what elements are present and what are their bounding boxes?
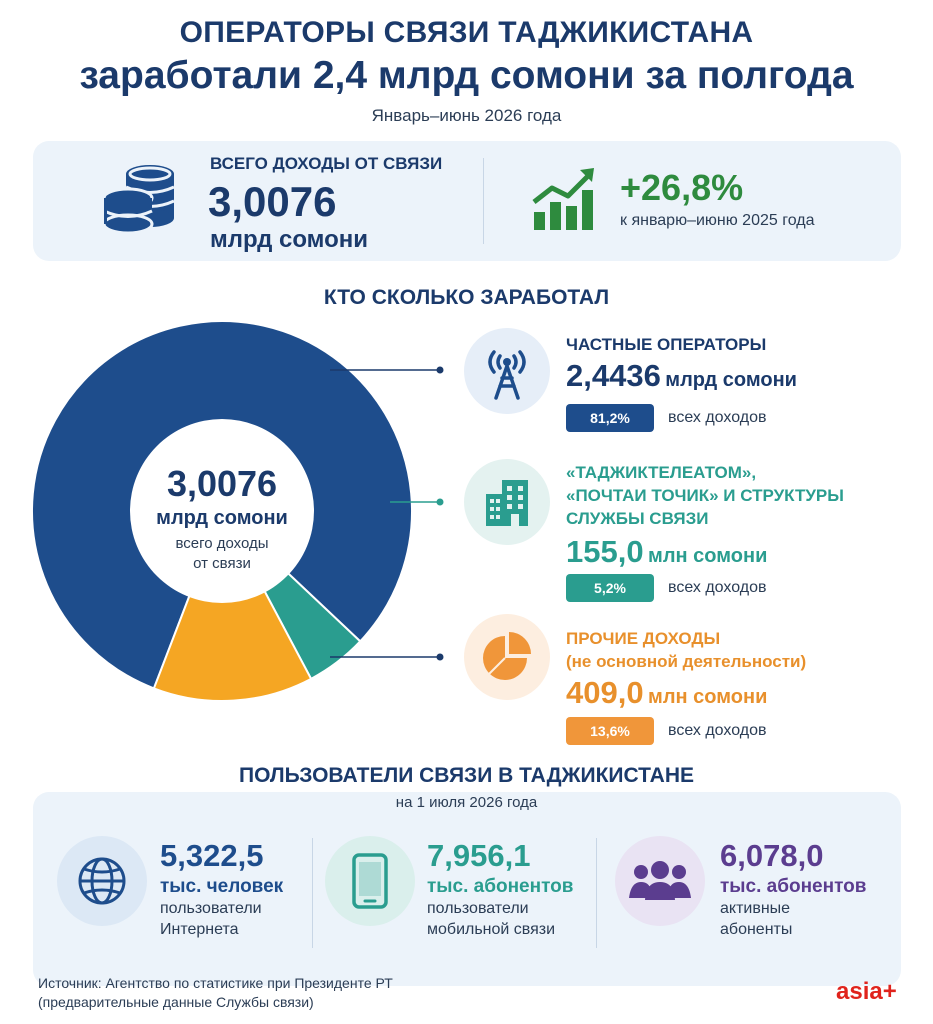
private-operators-percent-badge: 81,2% [566,404,654,432]
state-structures-value: 155,0 [566,534,644,569]
mobile-users-unit: тыс. абонентов [427,876,574,897]
users-panel [33,792,901,986]
active-subscribers-icon-bg [615,836,705,926]
internet-users-unit: тыс. человек [160,876,284,897]
donut-chart: 3,0076 млрд сомони всего доходы от связи [32,320,412,702]
private-operators-unit: млрд сомони [665,369,797,391]
other-income-label-line-1: ПРОЧИЕ ДОХОДЫ [566,629,721,648]
globe-icon [78,857,126,905]
growth-note: к январю–июню 2025 года [620,212,815,229]
users-date: на 1 июля 2026 года [395,794,538,811]
users-divider-2 [596,838,597,948]
other-income-value-row: 409,0 млн сомони [566,675,767,711]
building-icon [486,480,528,526]
antenna-tower-icon [488,350,526,400]
state-structures-percent-badge: 5,2% [566,574,654,602]
donut-center-caption-2: от связи [193,555,251,572]
donut-center-unit: млрд сомони [156,507,288,529]
leader-dot-other [436,653,444,661]
source-line-1: Источник: Агентство по статистике при Пр… [38,975,393,991]
other-income-unit: млн сомони [648,686,768,708]
other-income-icon-bg [464,614,550,700]
title-line-2: заработали 2,4 млрд сомони за полгода [79,54,854,97]
donut-center-value: 3,0076 [167,463,277,504]
total-income-unit: млрд сомони [210,226,369,253]
period-subtitle: Январь–июнь 2026 года [371,106,562,125]
leader-lines [330,366,444,661]
other-income-value: 409,0 [566,675,644,710]
state-structures-label-line-3: СЛУЖБЫ СВЯЗИ [566,509,709,528]
users-divider-1 [312,838,313,948]
internet-users-desc-line-1: пользователи [160,900,262,917]
state-structures-value-row: 155,0 млн сомони [566,534,767,570]
other-income-label-line-2: (не основной деятельности) [566,652,807,671]
state-structures-label-line-1: «ТАДЖИКТЕЛЕАТОМ», [566,463,757,482]
summary-divider [483,158,484,244]
internet-users-desc-line-2: Интернета [160,921,239,938]
leader-dot-state [436,498,444,506]
state-structures-percent-note: всех доходов [668,579,767,596]
private-operators-label: ЧАСТНЫЕ ОПЕРАТОРЫ [566,335,767,354]
other-income-label: ПРОЧИЕ ДОХОДЫ (не основной деятельности) [566,627,886,673]
section-title-who-earned: КТО СКОЛЬКО ЗАРАБОТАЛ [323,286,610,309]
pie-chart-icon [483,632,531,680]
private-operators-value: 2,4436 [566,358,661,393]
active-subscribers-desc: активные абоненты [720,898,792,940]
total-income-value: 3,0076 [208,178,337,225]
source-note: Источник: Агентство по статистике при Пр… [38,974,638,1012]
private-operators-value-row: 2,4436 млрд сомони [566,358,797,394]
title-line-1: ОПЕРАТОРЫ СВЯЗИ ТАДЖИКИСТАНА [179,16,754,49]
active-subscribers-unit: тыс. абонентов [720,876,867,897]
source-line-2: (предварительные данные Службы связи) [38,994,314,1010]
leader-dot-private [436,366,444,374]
smartphone-icon [352,853,388,909]
active-subscribers-desc-line-2: абоненты [720,921,793,938]
internet-users-value: 5,322,5 [160,838,264,873]
people-icon [629,861,691,900]
other-income-percent-badge: 13,6% [566,717,654,745]
growth-value: +26,8% [620,167,744,208]
mobile-users-desc-line-1: пользователи [427,900,529,917]
mobile-users-icon-bg [325,836,415,926]
summary-panel [33,141,901,261]
state-structures-unit: млн сомони [648,545,768,567]
coins-icon [102,165,175,235]
mobile-users-value: 7,956,1 [427,838,531,873]
section-title-users: ПОЛЬЗОВАТЕЛИ СВЯЗИ В ТАДЖИКИСТАНЕ [238,764,695,787]
active-subscribers-value: 6,078,0 [720,838,824,873]
mobile-users-desc-line-2: мобильной связи [427,921,556,938]
mobile-users-desc: пользователи мобильной связи [427,898,555,940]
donut-slice-other-income [152,508,313,702]
donut-center-caption-1: всего доходы [175,535,268,552]
growth-chart-icon [532,168,594,230]
total-income-label: ВСЕГО ДОХОДЫ ОТ СВЯЗИ [210,154,443,173]
private-operators-percent-note: всех доходов [668,409,767,426]
brand-logo: asia+ [836,978,897,1005]
donut-hole [130,419,314,603]
state-structures-label: «ТАДЖИКТЕЛЕАТОМ», «ПОЧТАИ ТОЧИК» И СТРУК… [566,461,886,530]
active-subscribers-desc-line-1: активные [720,900,791,917]
state-structures-label-line-2: «ПОЧТАИ ТОЧИК» И СТРУКТУРЫ [566,486,844,505]
other-income-percent-note: всех доходов [668,722,767,739]
internet-users-desc: пользователи Интернета [160,898,262,940]
